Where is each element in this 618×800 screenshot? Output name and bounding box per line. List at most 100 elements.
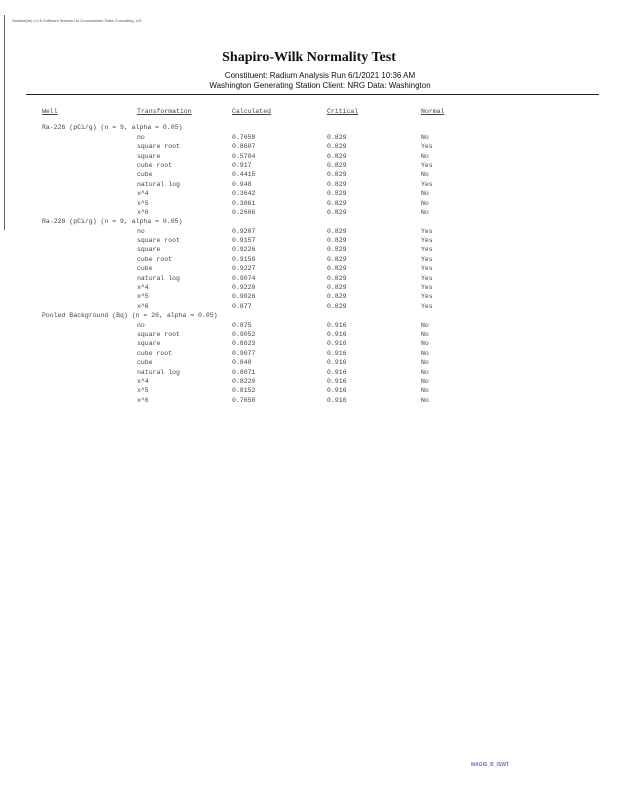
cell-transformation: no xyxy=(137,133,145,141)
cell-transformation: square xyxy=(137,246,161,254)
cell-transformation: square root xyxy=(137,237,180,245)
cell-critical: 0.829 xyxy=(327,143,347,151)
cell-transformation: cube root xyxy=(137,255,173,263)
cell-calculated: 0.5704 xyxy=(232,152,256,160)
table-row: natural log 0.8071 0.916 No xyxy=(0,369,618,378)
cell-transformation: x^5 xyxy=(137,293,149,301)
cell-calculated: 0.9026 xyxy=(232,293,256,301)
cell-transformation: no xyxy=(137,321,145,329)
cell-normal: No xyxy=(421,359,429,367)
cell-calculated: 0.8071 xyxy=(232,368,256,376)
group-header: Ra-228 (pCi/g) (n = 9, alpha = 0.05) xyxy=(0,218,618,227)
cell-calculated: 0.3642 xyxy=(232,190,256,198)
cell-transformation: square root xyxy=(137,143,180,151)
page-edge-line xyxy=(4,15,5,230)
table-row: x^4 0.8220 0.916 No xyxy=(0,378,618,387)
cell-normal: No xyxy=(421,171,429,179)
col-transformation: Transformation xyxy=(137,108,192,115)
table-row: no 0.875 0.916 No xyxy=(0,322,618,331)
cell-critical: 0.916 xyxy=(327,377,347,385)
cell-normal: Yes xyxy=(421,274,433,282)
table-row: cube 0.9227 0.829 Yes xyxy=(0,265,618,274)
cell-transformation: x^6 xyxy=(137,208,149,216)
cell-critical: 0.829 xyxy=(327,302,347,310)
cell-critical: 0.829 xyxy=(327,190,347,198)
table-row: natural log 0.948 0.829 Yes xyxy=(0,181,618,190)
cell-normal: Yes xyxy=(421,237,433,245)
cell-critical: 0.916 xyxy=(327,349,347,357)
software-line: Sanitas(tm) v.9.6 Software licensed to G… xyxy=(12,18,142,23)
col-normal: Normal xyxy=(421,108,445,115)
cell-critical: 0.829 xyxy=(327,255,347,263)
group-label: Ra-226 (pCi/g) (n = 9, alpha = 0.05) xyxy=(42,124,183,132)
cell-calculated: 0.7658 xyxy=(232,396,256,404)
cell-transformation: x^6 xyxy=(137,396,149,404)
cell-transformation: cube root xyxy=(137,161,173,169)
cell-transformation: no xyxy=(137,227,145,235)
cell-critical: 0.829 xyxy=(327,180,347,188)
cell-calculated: 0.948 xyxy=(232,180,252,188)
cell-critical: 0.829 xyxy=(327,246,347,254)
cell-calculated: 0.875 xyxy=(232,321,252,329)
col-well: Well xyxy=(42,108,58,115)
cell-normal: No xyxy=(421,152,429,160)
cell-transformation: square xyxy=(137,152,161,160)
table-row: cube 0.4415 0.829 No xyxy=(0,171,618,180)
table-row: cube 0.840 0.916 No xyxy=(0,359,618,368)
cell-calculated: 0.8623 xyxy=(232,340,256,348)
header-divider xyxy=(26,94,599,95)
cell-normal: Yes xyxy=(421,143,433,151)
cell-normal: No xyxy=(421,208,429,216)
cell-transformation: natural log xyxy=(137,368,180,376)
table-row: x^6 0.7658 0.916 No xyxy=(0,397,618,406)
cell-transformation: x^5 xyxy=(137,199,149,207)
report-subtitle-site: Washington Generating Station Client: NR… xyxy=(209,81,431,90)
table-row: x^6 0.2606 0.829 No xyxy=(0,209,618,218)
cell-transformation: cube xyxy=(137,359,153,367)
cell-normal: Yes xyxy=(421,180,433,188)
cell-critical: 0.916 xyxy=(327,359,347,367)
results-table: Well Transformation Calculated Critical … xyxy=(0,108,618,406)
cell-normal: Yes xyxy=(421,284,433,292)
cell-transformation: cube xyxy=(137,265,153,273)
cell-calculated: 0.840 xyxy=(232,359,252,367)
cell-transformation: x^4 xyxy=(137,284,149,292)
cell-transformation: square root xyxy=(137,330,180,338)
cell-calculated: 0.8220 xyxy=(232,377,256,385)
table-row: no 0.7658 0.829 No xyxy=(0,134,618,143)
col-calculated: Calculated xyxy=(232,108,272,115)
group-label: Pooled Background (Bq) (n = 26, alpha = … xyxy=(42,312,218,320)
cell-normal: No xyxy=(421,349,429,357)
cell-transformation: natural log xyxy=(137,274,180,282)
cell-calculated: 0.9227 xyxy=(232,265,256,273)
group-label: Ra-228 (pCi/g) (n = 9, alpha = 0.05) xyxy=(42,218,183,226)
cell-critical: 0.829 xyxy=(327,199,347,207)
cell-calculated: 0.7658 xyxy=(232,133,256,141)
cell-critical: 0.829 xyxy=(327,152,347,160)
cell-normal: No xyxy=(421,377,429,385)
table-row: x^5 0.8152 0.916 No xyxy=(0,387,618,396)
cell-normal: No xyxy=(421,190,429,198)
cell-critical: 0.829 xyxy=(327,237,347,245)
table-row: x^5 0.9026 0.829 Yes xyxy=(0,293,618,302)
cell-critical: 0.916 xyxy=(327,396,347,404)
cell-calculated: 0.9077 xyxy=(232,349,256,357)
cell-critical: 0.829 xyxy=(327,208,347,216)
cell-calculated: 0.9220 xyxy=(232,284,256,292)
cell-critical: 0.916 xyxy=(327,387,347,395)
cell-critical: 0.829 xyxy=(327,293,347,301)
cell-transformation: x^4 xyxy=(137,190,149,198)
cell-calculated: 0.3061 xyxy=(232,199,256,207)
cell-normal: No xyxy=(421,368,429,376)
table-header: Well Transformation Calculated Critical … xyxy=(0,108,618,117)
cell-calculated: 0.9226 xyxy=(232,246,256,254)
cell-normal: Yes xyxy=(421,302,433,310)
cell-transformation: x^6 xyxy=(137,302,149,310)
cell-calculated: 0.9159 xyxy=(232,255,256,263)
cell-transformation: x^5 xyxy=(137,387,149,395)
cell-calculated: 0.9207 xyxy=(232,227,256,235)
table-row: square root 0.9157 0.829 Yes xyxy=(0,237,618,246)
cell-normal: Yes xyxy=(421,293,433,301)
cell-normal: No xyxy=(421,199,429,207)
cell-calculated: 0.877 xyxy=(232,302,252,310)
